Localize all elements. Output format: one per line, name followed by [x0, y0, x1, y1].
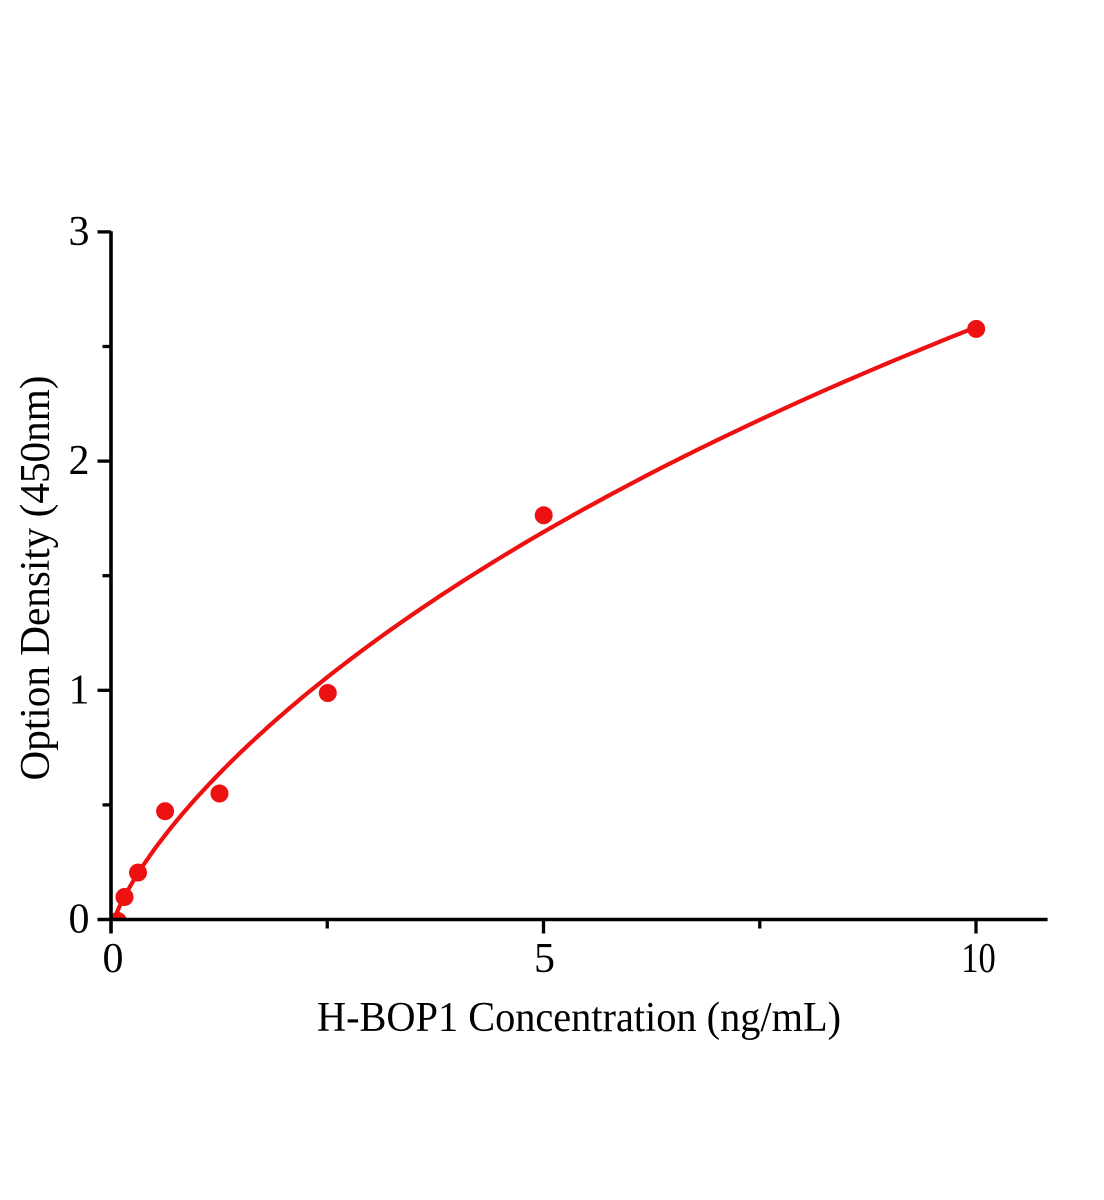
svg-text:5: 5	[534, 936, 555, 982]
svg-text:H-BOP1 Concentration (ng/mL): H-BOP1 Concentration (ng/mL)	[317, 995, 841, 1041]
svg-text:Option Density (450nm): Option Density (450nm)	[13, 376, 59, 781]
svg-text:10: 10	[961, 936, 996, 982]
svg-text:0: 0	[69, 897, 90, 943]
svg-text:1: 1	[69, 667, 90, 713]
svg-text:0: 0	[103, 936, 124, 982]
svg-text:2: 2	[69, 438, 90, 484]
svg-text:3: 3	[69, 209, 90, 255]
